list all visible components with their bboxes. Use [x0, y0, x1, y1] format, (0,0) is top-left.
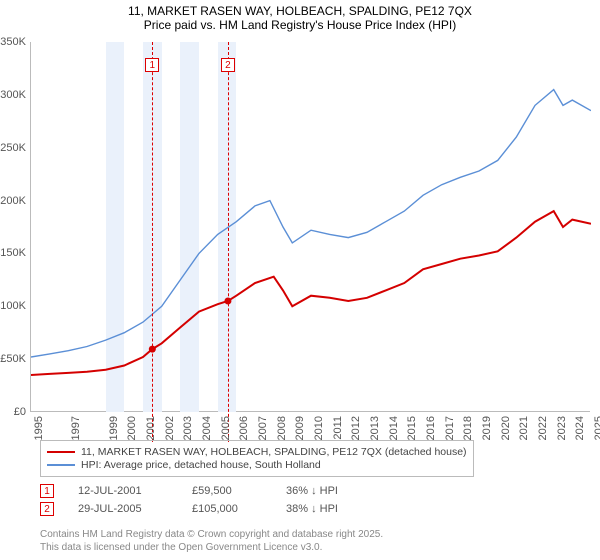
copyright-notice: Contains HM Land Registry data © Crown c…	[40, 528, 383, 554]
x-tick-label: 2022	[537, 416, 549, 440]
y-tick-label: £300K	[0, 89, 26, 101]
x-tick-label: 2006	[238, 416, 250, 440]
y-tick-label: £50K	[0, 353, 26, 365]
x-tick-label: 2000	[126, 416, 138, 440]
chart-area: 12 £0£50K£100K£150K£200K£250K£300K£350K1…	[30, 42, 590, 412]
ref-date: 29-JUL-2005	[78, 503, 168, 515]
title-address: 11, MARKET RASEN WAY, HOLBEACH, SPALDING…	[0, 4, 600, 18]
plot-region: 12	[30, 42, 590, 412]
ref-marker-box: 1	[40, 484, 54, 498]
x-tick-label: 2010	[313, 416, 325, 440]
y-tick-label: £100K	[0, 300, 26, 312]
y-tick-label: £200K	[0, 195, 26, 207]
legend-label: HPI: Average price, detached house, Sout…	[81, 459, 321, 471]
x-tick-label: 2025	[593, 416, 600, 440]
x-tick-label: 2009	[294, 416, 306, 440]
ref-marker-box: 2	[40, 502, 54, 516]
y-tick-label: £250K	[0, 142, 26, 154]
chart-svg	[31, 42, 591, 412]
sale-marker-box: 1	[145, 58, 159, 72]
copyright-line: Contains HM Land Registry data © Crown c…	[40, 528, 383, 541]
x-tick-label: 1995	[33, 416, 45, 440]
x-tick-label: 2002	[164, 416, 176, 440]
title-subtitle: Price paid vs. HM Land Registry's House …	[0, 18, 600, 32]
y-tick-label: £150K	[0, 247, 26, 259]
ref-diff: 36% ↓ HPI	[286, 485, 376, 497]
x-tick-label: 2014	[388, 416, 400, 440]
y-tick-label: £350K	[0, 36, 26, 48]
x-tick-label: 2021	[518, 416, 530, 440]
ref-price: £105,000	[192, 503, 262, 515]
copyright-line: This data is licensed under the Open Gov…	[40, 541, 383, 554]
legend-item: HPI: Average price, detached house, Sout…	[47, 459, 467, 471]
chart-title: 11, MARKET RASEN WAY, HOLBEACH, SPALDING…	[0, 0, 600, 32]
x-tick-label: 2017	[444, 416, 456, 440]
x-tick-label: 2024	[574, 416, 586, 440]
x-tick-label: 2001	[145, 416, 157, 440]
x-tick-label: 2005	[220, 416, 232, 440]
sale-marker-line	[228, 42, 229, 442]
legend-item: 11, MARKET RASEN WAY, HOLBEACH, SPALDING…	[47, 446, 467, 458]
series-hpi	[31, 90, 591, 357]
y-tick-label: £0	[14, 406, 26, 418]
x-tick-label: 2008	[276, 416, 288, 440]
x-tick-label: 2019	[481, 416, 493, 440]
ref-date: 12-JUL-2001	[78, 485, 168, 497]
legend-swatch	[47, 451, 75, 454]
x-tick-label: 2012	[350, 416, 362, 440]
ref-diff: 38% ↓ HPI	[286, 503, 376, 515]
x-tick-label: 2020	[500, 416, 512, 440]
x-tick-label: 2013	[369, 416, 381, 440]
x-tick-label: 2003	[182, 416, 194, 440]
series-price_paid	[31, 211, 591, 375]
x-tick-label: 2016	[425, 416, 437, 440]
sale-marker-line	[152, 42, 153, 442]
ref-row: 2 29-JUL-2005 £105,000 38% ↓ HPI	[40, 502, 376, 516]
legend-label: 11, MARKET RASEN WAY, HOLBEACH, SPALDING…	[81, 446, 467, 458]
ref-row: 1 12-JUL-2001 £59,500 36% ↓ HPI	[40, 484, 376, 498]
x-tick-label: 2004	[201, 416, 213, 440]
x-tick-label: 2007	[257, 416, 269, 440]
x-tick-label: 2018	[462, 416, 474, 440]
reference-table: 1 12-JUL-2001 £59,500 36% ↓ HPI 2 29-JUL…	[40, 484, 376, 520]
x-tick-label: 1997	[70, 416, 82, 440]
x-tick-label: 1999	[108, 416, 120, 440]
ref-price: £59,500	[192, 485, 262, 497]
x-tick-label: 2011	[332, 416, 344, 440]
legend-swatch	[47, 464, 75, 466]
sale-marker-box: 2	[221, 58, 235, 72]
x-tick-label: 2015	[406, 416, 418, 440]
legend-box: 11, MARKET RASEN WAY, HOLBEACH, SPALDING…	[40, 440, 474, 477]
x-tick-label: 2023	[556, 416, 568, 440]
